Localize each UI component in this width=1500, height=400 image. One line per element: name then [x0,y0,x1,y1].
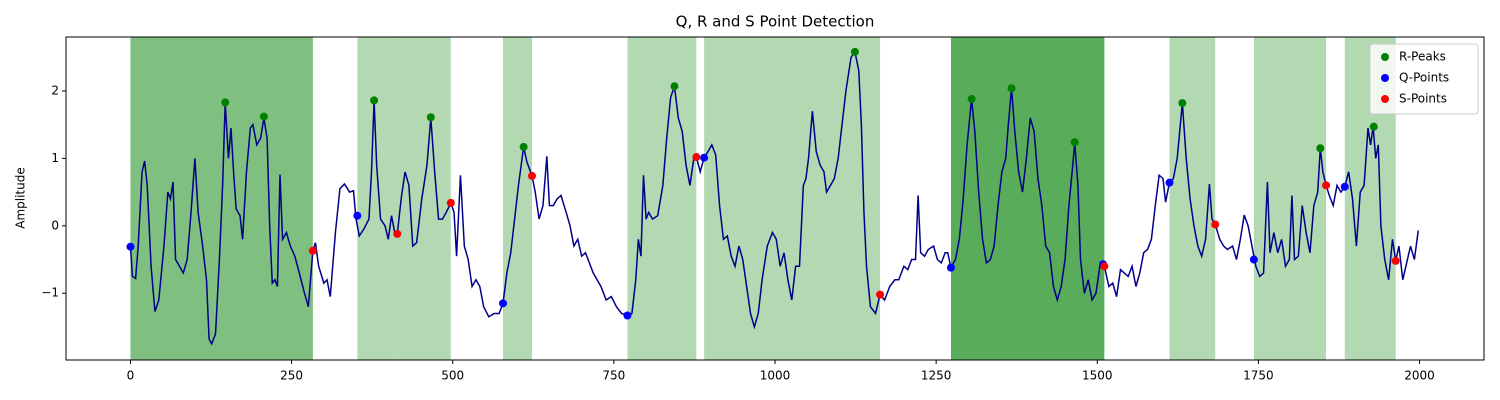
legend-label: S-Points [1399,92,1447,106]
signal-line [129,50,1420,346]
point [1211,220,1220,229]
point [259,112,268,121]
point [426,113,435,122]
x-tick-label: 2000 [1404,369,1435,383]
point [446,198,455,207]
legend-label: Q-Points [1399,71,1449,85]
point [623,311,632,320]
highlight-span [1253,37,1327,360]
highlight-span [627,37,697,360]
x-tick-label: 250 [280,369,303,383]
point [850,47,859,56]
point [1165,178,1174,187]
point [876,290,885,299]
point [967,95,976,104]
legend-marker [1381,74,1389,82]
y-tick-label: −1 [41,286,59,300]
y-axis-label: Amplitude [14,167,28,229]
point [1369,122,1378,131]
highlight-span [704,37,881,360]
highlight-span [1169,37,1216,360]
point [519,142,528,151]
x-tick-label: 1750 [1243,369,1274,383]
x-tick-label: 1500 [1082,369,1113,383]
point [370,96,379,105]
x-tick-label: 1250 [921,369,952,383]
point [528,171,537,180]
point [1322,181,1331,190]
point [692,153,701,162]
point [946,263,955,272]
chart-title: Q, R and S Point Detection [676,13,875,31]
plot-frame [65,36,1485,361]
point [126,242,135,251]
legend-box [1369,43,1479,115]
point [499,299,508,308]
legend-marker [1381,53,1389,61]
point [221,98,230,107]
point [1070,138,1079,147]
point [1391,256,1400,265]
point [1178,99,1187,108]
legend-label: R-Peaks [1399,50,1446,64]
point [308,246,317,255]
point [1249,255,1258,264]
highlight-span [950,37,1105,360]
highlight-span [357,37,398,360]
point [1316,144,1325,153]
x-tick-label: 0 [127,369,135,383]
point [393,229,402,238]
y-tick-label: 2 [51,83,59,97]
x-tick-label: 1000 [760,369,791,383]
point [1100,262,1109,271]
y-tick-label: 1 [51,151,59,165]
y-tick-label: 0 [51,218,59,232]
point [670,82,679,91]
legend-marker [1381,95,1389,103]
point [1340,182,1349,191]
point [1007,84,1016,93]
x-tick-label: 500 [441,369,464,383]
point [353,211,362,220]
x-tick-label: 750 [602,369,625,383]
highlight-span [397,37,451,360]
point [700,153,709,162]
